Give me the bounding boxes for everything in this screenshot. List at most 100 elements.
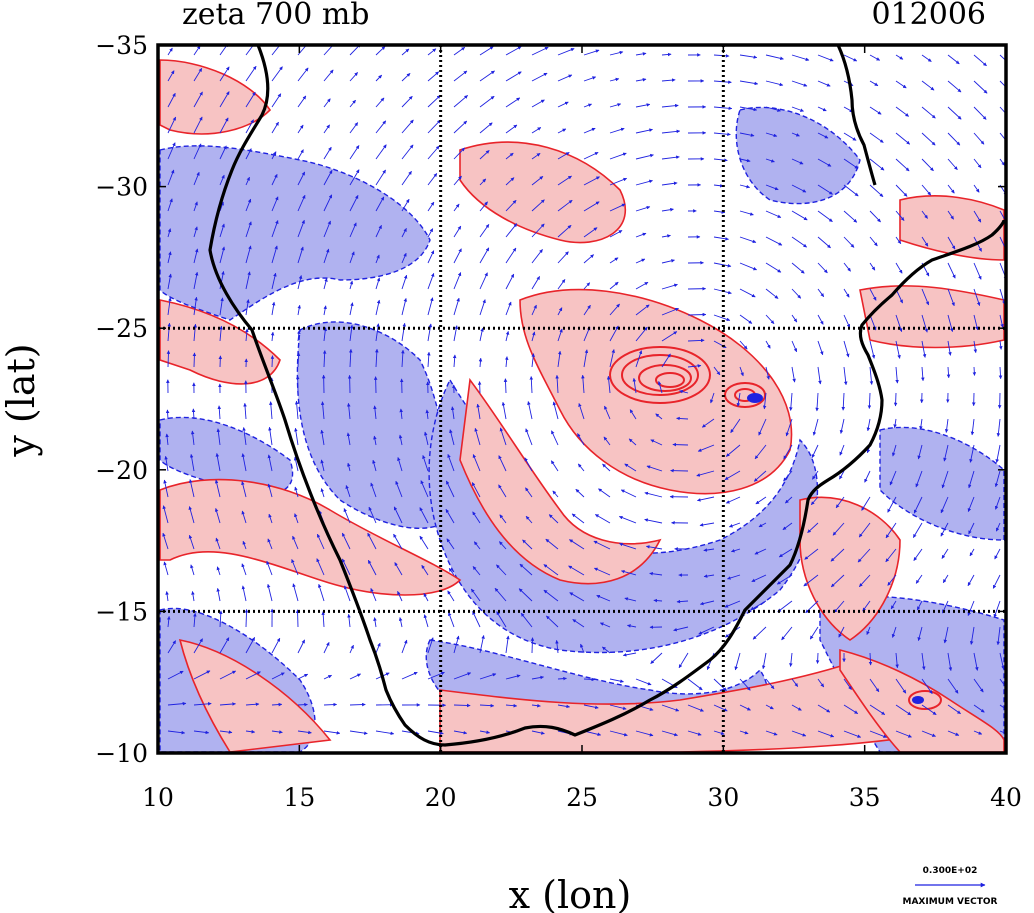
wind-vector: [869, 262, 876, 271]
wind-vector: [167, 142, 176, 160]
wind-vector: [917, 626, 923, 641]
wind-vector: [552, 401, 559, 420]
wind-vector: [505, 177, 515, 186]
wind-vector: [345, 485, 351, 498]
wind-vector: [635, 153, 654, 160]
wind-vector: [297, 639, 306, 654]
wind-vector: [803, 574, 819, 587]
wind-vector: [843, 210, 858, 223]
wind-vector: [921, 652, 926, 671]
wind-vector: [219, 174, 225, 186]
wind-vector: [241, 453, 247, 472]
wind-vector: [448, 567, 455, 576]
wind-vector: [739, 366, 744, 377]
wind-vector: [219, 223, 225, 238]
wind-vector: [505, 674, 521, 680]
wind-vector: [266, 560, 273, 576]
wind-vector: [635, 179, 653, 186]
wind-vector: [531, 152, 541, 160]
wind-vector: [167, 297, 172, 316]
wind-vector: [895, 54, 904, 60]
wind-vector: [423, 431, 429, 446]
wind-vector: [999, 288, 1006, 305]
wind-vector: [609, 230, 623, 238]
wind-vector: [869, 210, 881, 223]
wind-vector: [885, 548, 897, 563]
wind-vector: [545, 538, 559, 550]
wind-vector: [609, 177, 628, 186]
wind-vector: [398, 617, 403, 628]
wind-vector: [349, 280, 354, 290]
wind-vector: [323, 730, 341, 735]
wind-vector: [968, 522, 975, 535]
wind-vector: [518, 588, 533, 602]
wind-vector: [193, 638, 203, 654]
wind-vector: [393, 533, 403, 550]
wind-vector: [474, 427, 481, 446]
wind-vector: [479, 122, 493, 134]
wind-vector: [595, 514, 611, 524]
wind-vector: [947, 314, 954, 332]
wind-vector: [453, 147, 465, 160]
wind-vector: [830, 574, 845, 588]
wind-vector: [557, 350, 562, 368]
wind-vector: [609, 50, 624, 56]
wind-vector: [893, 392, 898, 407]
wind-vector: [505, 703, 518, 708]
wind-vector: [661, 331, 678, 342]
wind-vector: [375, 74, 383, 82]
wind-vector: [895, 132, 911, 145]
wind-vector: [973, 80, 988, 94]
wind-vector: [583, 704, 599, 710]
wind-vector: [994, 470, 1001, 488]
wind-vector: [427, 250, 435, 264]
wind-vector: [215, 537, 221, 550]
wind-vector: [218, 610, 223, 628]
wind-vector: [739, 730, 749, 735]
wind-vector: [812, 470, 819, 480]
wind-vector: [921, 730, 936, 737]
wind-vector: [943, 444, 949, 462]
wind-vector: [267, 538, 273, 550]
wind-vector: [219, 702, 236, 706]
wind-vector: [445, 508, 455, 524]
wind-vector: [193, 201, 198, 212]
wind-vector: [973, 158, 982, 169]
wind-vector: [557, 676, 567, 681]
wind-vector: [661, 234, 671, 238]
wind-vector: [375, 46, 386, 56]
wind-vector: [367, 559, 377, 576]
wind-vector: [739, 262, 757, 271]
wind-vector: [578, 403, 585, 420]
wind-vector: [505, 97, 521, 108]
wind-vector: [245, 148, 252, 160]
axis-ticks: [157, 44, 1007, 754]
wind-vector: [994, 496, 1001, 510]
wind-vector: [750, 600, 767, 611]
wind-vector: [758, 418, 767, 436]
wind-vector: [602, 463, 611, 472]
vortex-contour-7: [908, 690, 942, 710]
wind-vector: [242, 427, 247, 446]
wind-vector: [505, 273, 515, 290]
wind-vector: [609, 704, 627, 711]
y-tick-label: −15: [95, 597, 148, 626]
wind-vector: [323, 124, 330, 134]
wind-vector: [372, 459, 377, 472]
wind-vector: [580, 643, 585, 654]
wind-vector: [994, 548, 1001, 560]
wind-vector: [843, 236, 855, 248]
wind-vector: [245, 221, 252, 238]
wind-vector: [453, 730, 468, 735]
wind-vector: [843, 262, 851, 272]
wind-vector: [167, 198, 173, 212]
wind-vector: [191, 591, 195, 602]
wind-vector: [479, 95, 495, 108]
wind-vector: [635, 326, 648, 342]
wind-vector: [687, 364, 702, 368]
wind-vector: [857, 548, 871, 563]
wind-vector: [699, 522, 715, 527]
wind-vector: [193, 323, 198, 342]
wind-vector: [696, 470, 715, 477]
